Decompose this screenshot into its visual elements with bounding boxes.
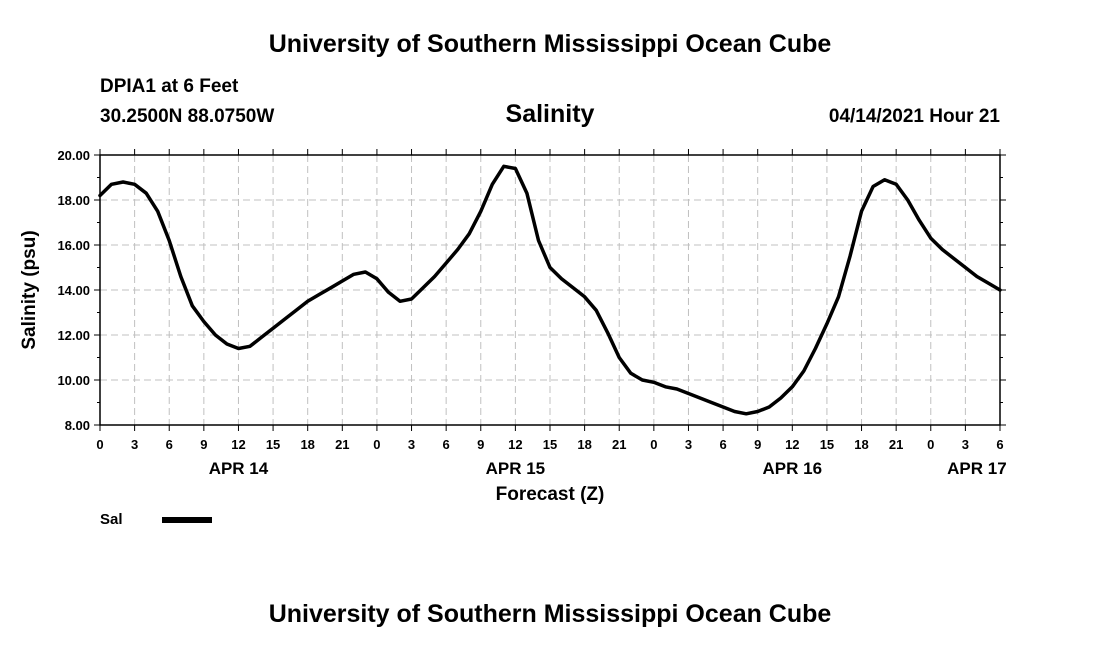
date-label: APR 14	[209, 459, 269, 478]
coordinates-label: 30.2500N 88.0750W	[100, 106, 275, 127]
y-tick-label: 14.00	[57, 283, 90, 298]
x-tick-label: 15	[266, 437, 280, 452]
y-tick-label: 10.00	[57, 373, 90, 388]
x-tick-label: 12	[785, 437, 799, 452]
x-tick-label: 18	[577, 437, 591, 452]
y-tick-label: 8.00	[65, 418, 90, 433]
date-label: APR 17	[947, 459, 1007, 478]
y-tick-label: 16.00	[57, 238, 90, 253]
x-tick-label: 21	[889, 437, 903, 452]
x-tick-label: 6	[443, 437, 450, 452]
x-tick-label: 21	[612, 437, 626, 452]
plot-frame	[99, 154, 1001, 426]
timestamp-label: 04/14/2021 Hour 21	[828, 106, 1000, 127]
y-axis-label: Salinity (psu)	[19, 230, 40, 349]
x-tick-label: 3	[408, 437, 415, 452]
label-layer: 8.00 10.00 12.00 14.00 16.00 18.00 20.00 0 3 6 9 12…	[57, 148, 1006, 478]
y-tick-label: 12.00	[57, 328, 90, 343]
x-tick-label: 12	[231, 437, 245, 452]
x-tick-label: 3	[131, 437, 138, 452]
series-layer	[98, 164, 1002, 416]
x-tick-label: 6	[996, 437, 1003, 452]
x-tick-label: 18	[300, 437, 314, 452]
x-tick-label: 0	[96, 437, 103, 452]
grid-layer	[100, 155, 1000, 425]
date-label: APR 15	[486, 459, 546, 478]
x-tick-label: 18	[854, 437, 868, 452]
date-label: APR 16	[763, 459, 823, 478]
x-tick-label: 9	[477, 437, 484, 452]
x-tick-label: 12	[508, 437, 522, 452]
legend-label: Sal	[100, 511, 123, 528]
x-tick-label: 3	[685, 437, 692, 452]
x-axis-label: Forecast (Z)	[496, 484, 605, 505]
x-tick-label: 6	[719, 437, 726, 452]
chart-title: Salinity	[505, 100, 595, 128]
x-tick-label: 15	[543, 437, 557, 452]
x-tick-label: 0	[927, 437, 934, 452]
y-tick-label: 18.00	[57, 193, 90, 208]
x-tick-label: 0	[373, 437, 380, 452]
x-tick-label: 15	[820, 437, 834, 452]
station-label: DPIA1 at 6 Feet	[100, 76, 239, 97]
x-tick-label: 0	[650, 437, 657, 452]
x-tick-label: 21	[335, 437, 349, 452]
x-tick-label: 6	[166, 437, 173, 452]
x-tick-label: 9	[200, 437, 207, 452]
series-line-sal	[98, 164, 1002, 416]
y-tick-label: 20.00	[57, 148, 90, 163]
bottom-title: University of Southern Mississippi Ocean…	[268, 600, 832, 628]
top-title: University of Southern Mississippi Ocean…	[268, 30, 832, 58]
x-tick-label: 9	[754, 437, 761, 452]
x-tick-label: 3	[962, 437, 969, 452]
